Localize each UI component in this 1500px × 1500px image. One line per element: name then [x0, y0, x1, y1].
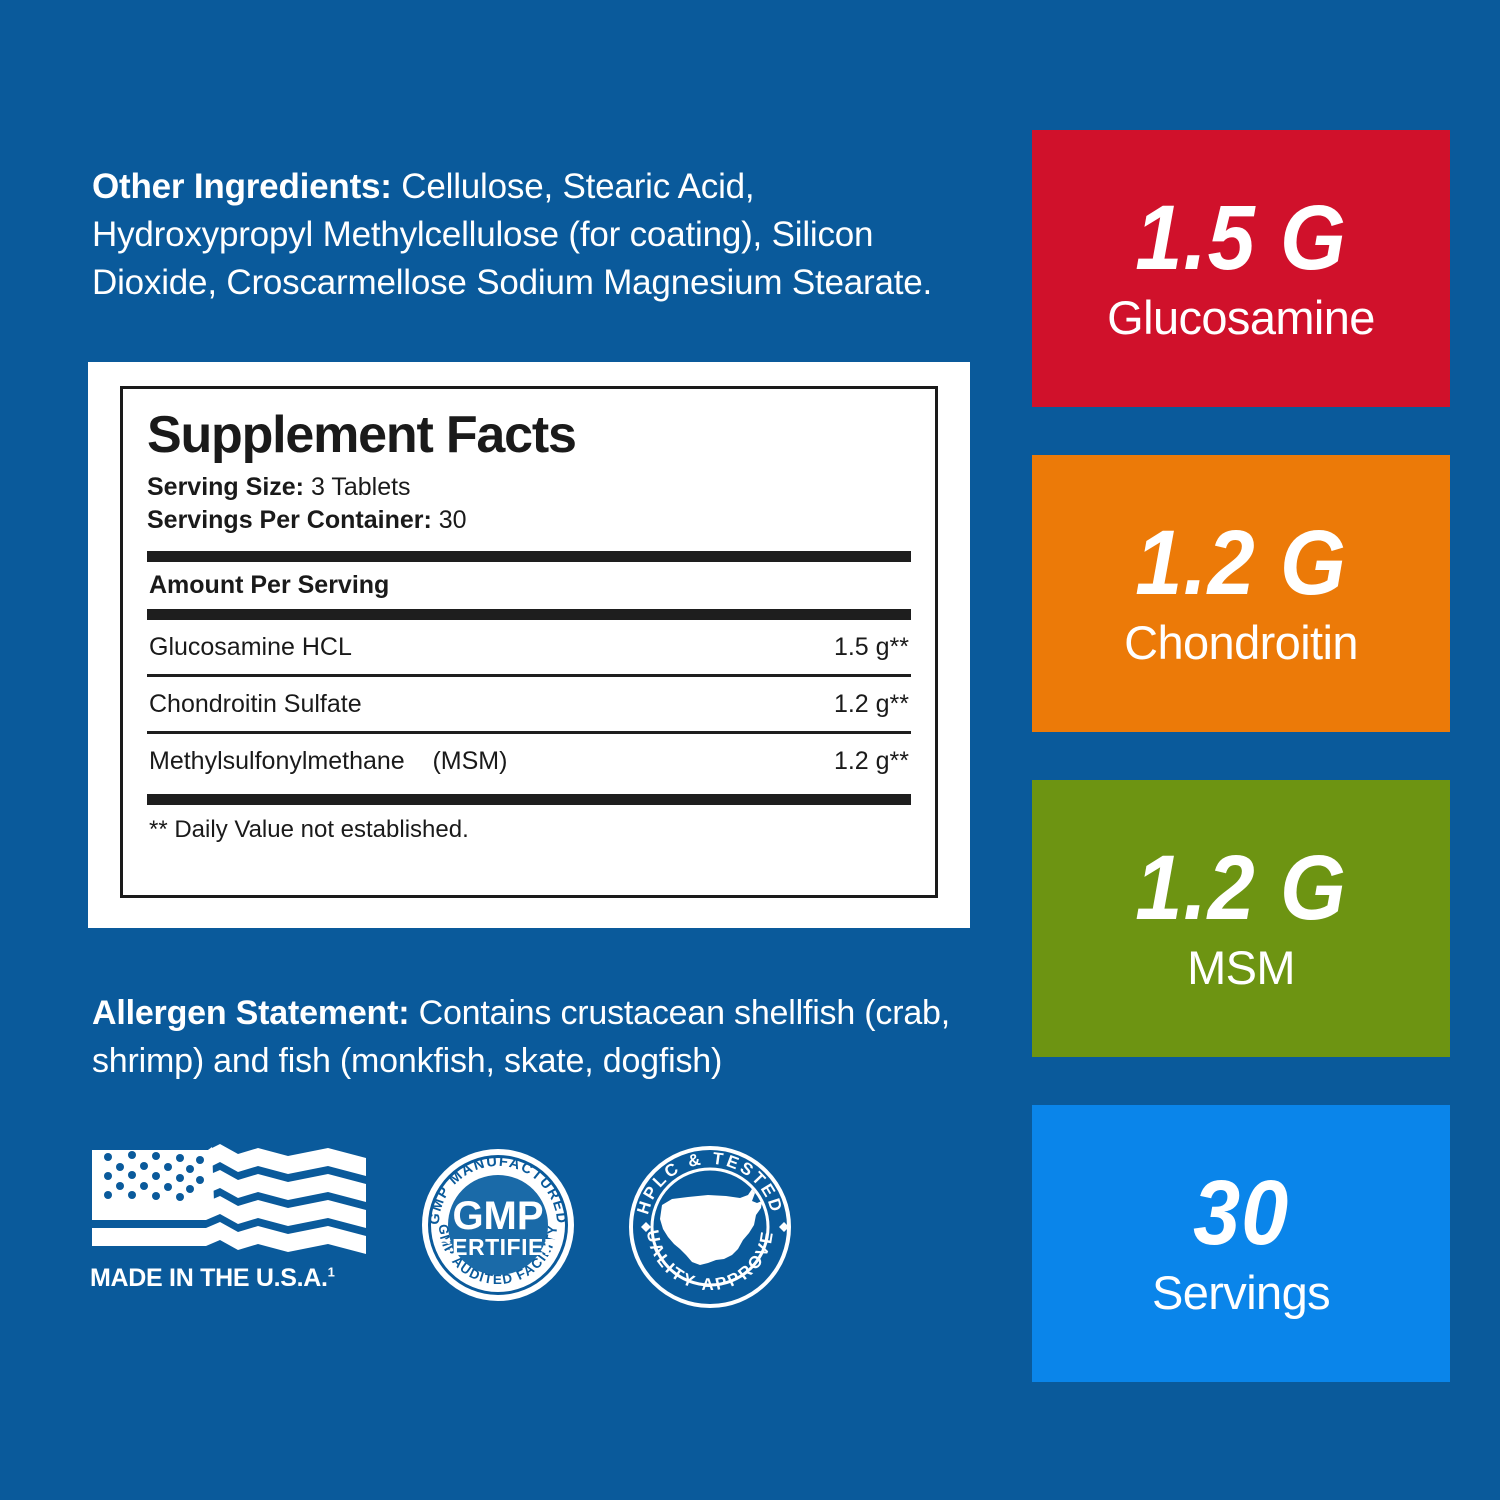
stat-value-glucosamine: 1.5 G [1135, 187, 1347, 290]
stat-label-chondroitin: Chondroitin [1124, 615, 1358, 669]
serving-size-value: 3 Tablets [304, 473, 411, 501]
stat-label-servings: Servings [1151, 1265, 1331, 1319]
supplement-facts-inner-border: Supplement Facts Serving Size: 3 Tablets… [120, 386, 938, 898]
made-in-usa-footnote-marker: 1 [327, 1264, 335, 1280]
usa-flag-icon [92, 1144, 366, 1254]
divider-thin [147, 731, 911, 734]
gmp-seal-icon: GMP MANUFACTURED GMP AUDITED FACILITY GM… [422, 1149, 574, 1301]
stat-value-msm: 1.2 G [1135, 837, 1347, 940]
ingredient-amount: 1.2 g** [833, 690, 909, 718]
ingredient-name: Methylsulfonylmethane (MSM) [149, 747, 508, 775]
divider-thick-bottom [147, 794, 911, 805]
left-column: Other Ingredients: Cellulose, Stearic Ac… [88, 163, 992, 1308]
servings-per-container-label: Servings Per Container: [147, 506, 432, 534]
made-in-usa-text: MADE IN THE U.S.A. [90, 1264, 328, 1292]
stat-badge-chondroitin: 1.2 G Chondroitin [1032, 455, 1450, 732]
hplc-tested-seal: HPLC & TESTED QUALITY APPROVED [620, 1130, 791, 1308]
hplc-seal-icon: HPLC & TESTED QUALITY APPROVED [620, 1130, 791, 1308]
servings-per-container-line: Servings Per Container: 30 [147, 504, 911, 537]
gmp-center-top-text: GMP [452, 1194, 543, 1238]
serving-size-label: Serving Size: [147, 473, 304, 501]
allergen-label: Allergen Statement: [92, 994, 410, 1032]
allergen-text: Contains crustacean shellfish (crab, shr… [92, 994, 951, 1080]
made-in-usa-caption: MADE IN THE U.S.A.1 [90, 1264, 335, 1293]
allergen-statement: Allergen Statement: Contains crustacean … [92, 990, 992, 1085]
stat-badge-msm: 1.2 G MSM [1032, 780, 1450, 1057]
ingredient-name: Chondroitin Sulfate [149, 690, 362, 718]
ingredient-amount: 1.2 g** [833, 747, 909, 775]
supplement-facts-panel: Supplement Facts Serving Size: 3 Tablets… [88, 362, 970, 928]
stat-label-glucosamine: Glucosamine [1107, 290, 1375, 344]
other-ingredients-paragraph: Other Ingredients: Cellulose, Stearic Ac… [92, 163, 982, 307]
servings-per-container-value: 30 [431, 506, 467, 534]
amount-per-serving-header: Amount Per Serving [149, 571, 390, 599]
table-row: Chondroitin Sulfate 1.2 g** [147, 677, 911, 731]
divider-thick-top [147, 551, 911, 562]
table-row: Methylsulfonylmethane (MSM) 1.2 g** [147, 734, 911, 788]
divider-thin [147, 674, 911, 677]
other-ingredients-text: Cellulose, Stearic Acid, Hydroxypropyl M… [92, 167, 933, 302]
serving-size-line: Serving Size: 3 Tablets [147, 471, 911, 504]
gmp-center-bottom-text: CERTIFIED [435, 1234, 561, 1260]
gmp-certified-seal: GMP MANUFACTURED GMP AUDITED FACILITY GM… [418, 1145, 578, 1305]
daily-value-footnote: ** Daily Value not established. [149, 816, 469, 843]
supplement-facts-title: Supplement Facts [147, 406, 577, 464]
stat-badges-column: 1.5 G Glucosamine 1.2 G Chondroitin 1.2 … [1032, 130, 1450, 1430]
table-row: Glucosamine HCL 1.5 g** [147, 620, 911, 674]
other-ingredients-label: Other Ingredients: [92, 167, 392, 206]
divider-thick-under-header [147, 609, 911, 620]
ingredient-name: Glucosamine HCL [149, 633, 352, 661]
ingredient-amount: 1.5 g** [833, 633, 909, 661]
trust-badges-row: MADE IN THE U.S.A.1 [88, 1130, 888, 1308]
stat-badge-servings: 30 Servings [1032, 1105, 1450, 1382]
stat-label-msm: MSM [1187, 940, 1295, 994]
stat-value-chondroitin: 1.2 G [1135, 512, 1347, 615]
made-in-usa-badge: MADE IN THE U.S.A.1 [88, 1142, 378, 1302]
stat-value-servings: 30 [1193, 1162, 1289, 1265]
stat-badge-glucosamine: 1.5 G Glucosamine [1032, 130, 1450, 407]
